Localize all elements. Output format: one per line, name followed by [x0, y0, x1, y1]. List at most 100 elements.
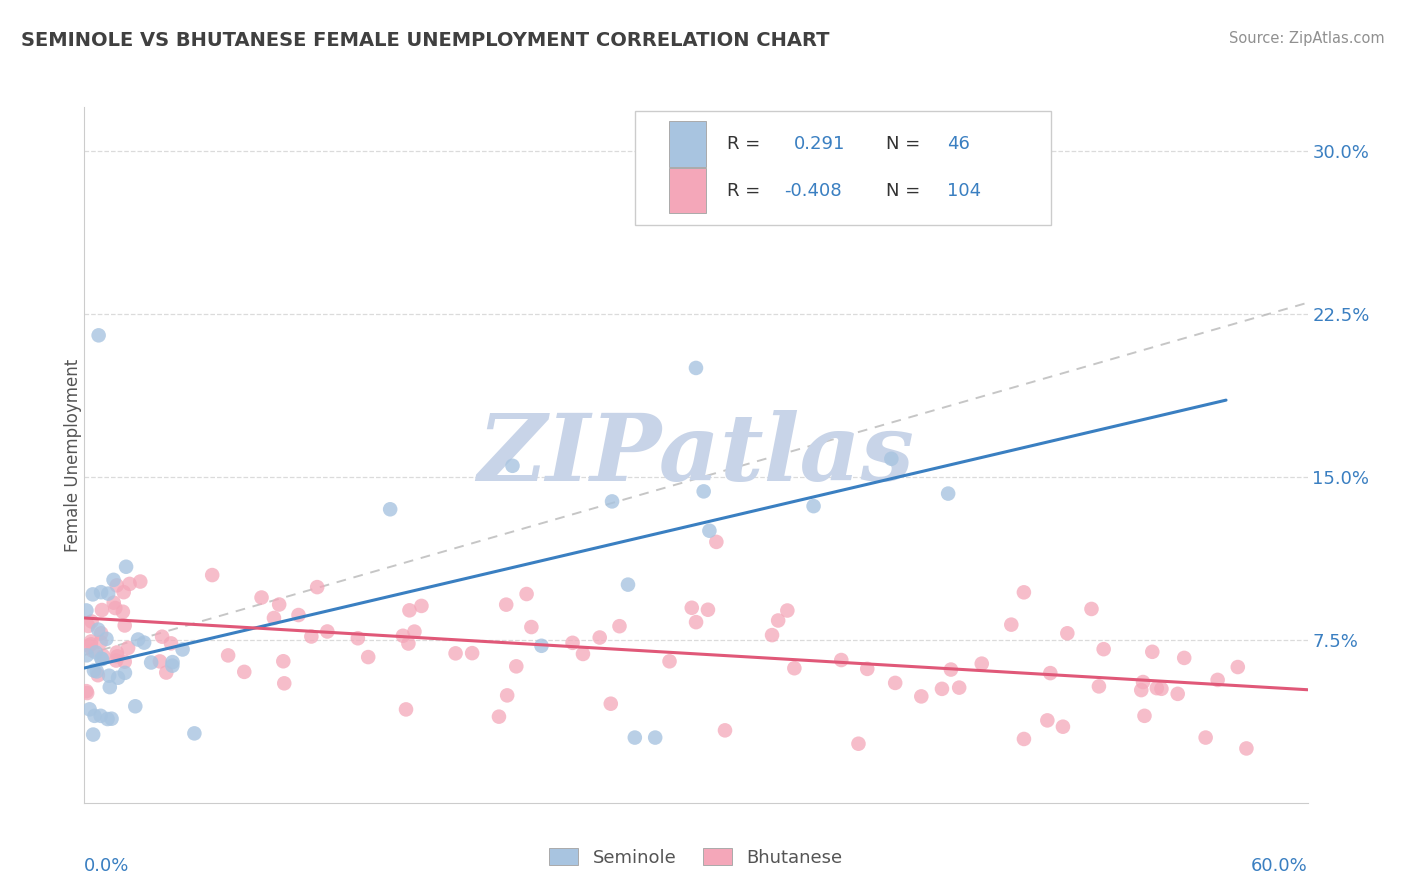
Point	[98, 680, 121, 694]
Point	[505, 659, 527, 673]
Point	[82, 587, 104, 601]
Point	[697, 603, 720, 617]
Point	[132, 635, 155, 649]
Point	[75, 603, 97, 617]
Text: 0.0%: 0.0%	[84, 857, 129, 875]
Point	[233, 665, 256, 679]
Point	[589, 631, 612, 645]
Point	[1039, 666, 1062, 681]
Point	[910, 690, 932, 704]
Point	[617, 577, 640, 591]
Point	[80, 634, 103, 648]
Point	[692, 484, 714, 499]
Point	[939, 663, 962, 677]
Point	[162, 658, 184, 673]
Point	[90, 708, 112, 723]
Point	[1088, 679, 1111, 693]
Text: SEMINOLE VS BHUTANESE FEMALE UNEMPLOYMENT CORRELATION CHART: SEMINOLE VS BHUTANESE FEMALE UNEMPLOYMEN…	[21, 31, 830, 50]
Point	[644, 731, 666, 745]
Text: -0.408: -0.408	[785, 182, 842, 200]
Point	[111, 605, 134, 619]
Point	[395, 702, 418, 716]
Point	[704, 535, 728, 549]
Point	[501, 458, 523, 473]
Point	[127, 632, 149, 647]
Point	[1142, 645, 1164, 659]
Text: 60.0%: 60.0%	[1251, 857, 1308, 875]
Point	[84, 645, 107, 659]
Point	[87, 328, 110, 343]
Point	[91, 652, 114, 666]
Point	[96, 712, 118, 726]
Point	[1056, 626, 1078, 640]
Point	[287, 607, 309, 622]
Point	[91, 648, 114, 663]
Point	[948, 681, 970, 695]
Point	[316, 624, 339, 639]
Point	[105, 578, 128, 592]
Point	[172, 642, 194, 657]
Point	[516, 587, 538, 601]
Text: 0.291: 0.291	[794, 135, 845, 153]
Point	[103, 573, 125, 587]
Point	[931, 681, 953, 696]
Point	[103, 596, 125, 610]
Point	[77, 619, 100, 633]
Point	[461, 646, 484, 660]
Point	[155, 665, 177, 680]
Point	[444, 646, 467, 660]
Point	[396, 636, 419, 650]
Point	[624, 731, 647, 745]
Point	[1092, 642, 1115, 657]
Point	[82, 728, 104, 742]
Point	[90, 652, 112, 666]
Point	[520, 620, 543, 634]
Point	[392, 629, 415, 643]
Point	[129, 574, 152, 589]
Y-axis label: Female Unemployment: Female Unemployment	[65, 359, 82, 551]
Point	[1234, 741, 1257, 756]
Point	[299, 630, 322, 644]
Point	[488, 709, 510, 723]
Point	[115, 559, 138, 574]
Point	[90, 585, 112, 599]
Point	[970, 657, 993, 671]
Point	[561, 636, 583, 650]
Point	[398, 603, 420, 617]
Point	[76, 686, 98, 700]
Point	[685, 615, 707, 629]
Point	[90, 626, 112, 640]
Point	[80, 615, 103, 629]
Point	[357, 650, 380, 665]
Point	[776, 603, 799, 617]
Point	[271, 654, 294, 668]
Point	[87, 623, 110, 637]
Point	[75, 684, 97, 698]
Point	[681, 600, 703, 615]
FancyBboxPatch shape	[669, 121, 706, 167]
Point	[1146, 681, 1168, 695]
Text: N =: N =	[886, 135, 925, 153]
Point	[411, 599, 433, 613]
Text: N =: N =	[886, 182, 925, 200]
Point	[269, 598, 291, 612]
Point	[86, 665, 108, 679]
Point	[600, 494, 623, 508]
Point	[79, 702, 101, 716]
Point	[112, 585, 135, 599]
Point	[1000, 617, 1022, 632]
Point	[1012, 585, 1035, 599]
Point	[90, 635, 112, 649]
Point	[162, 655, 184, 669]
Point	[160, 636, 183, 650]
Point	[699, 524, 721, 538]
Point	[114, 618, 136, 632]
Point	[139, 656, 162, 670]
Point	[685, 360, 707, 375]
Point	[76, 648, 98, 663]
Point	[609, 619, 631, 633]
Text: 104: 104	[946, 182, 981, 200]
Text: R =: R =	[727, 182, 765, 200]
Point	[1195, 731, 1218, 745]
Point	[830, 653, 852, 667]
